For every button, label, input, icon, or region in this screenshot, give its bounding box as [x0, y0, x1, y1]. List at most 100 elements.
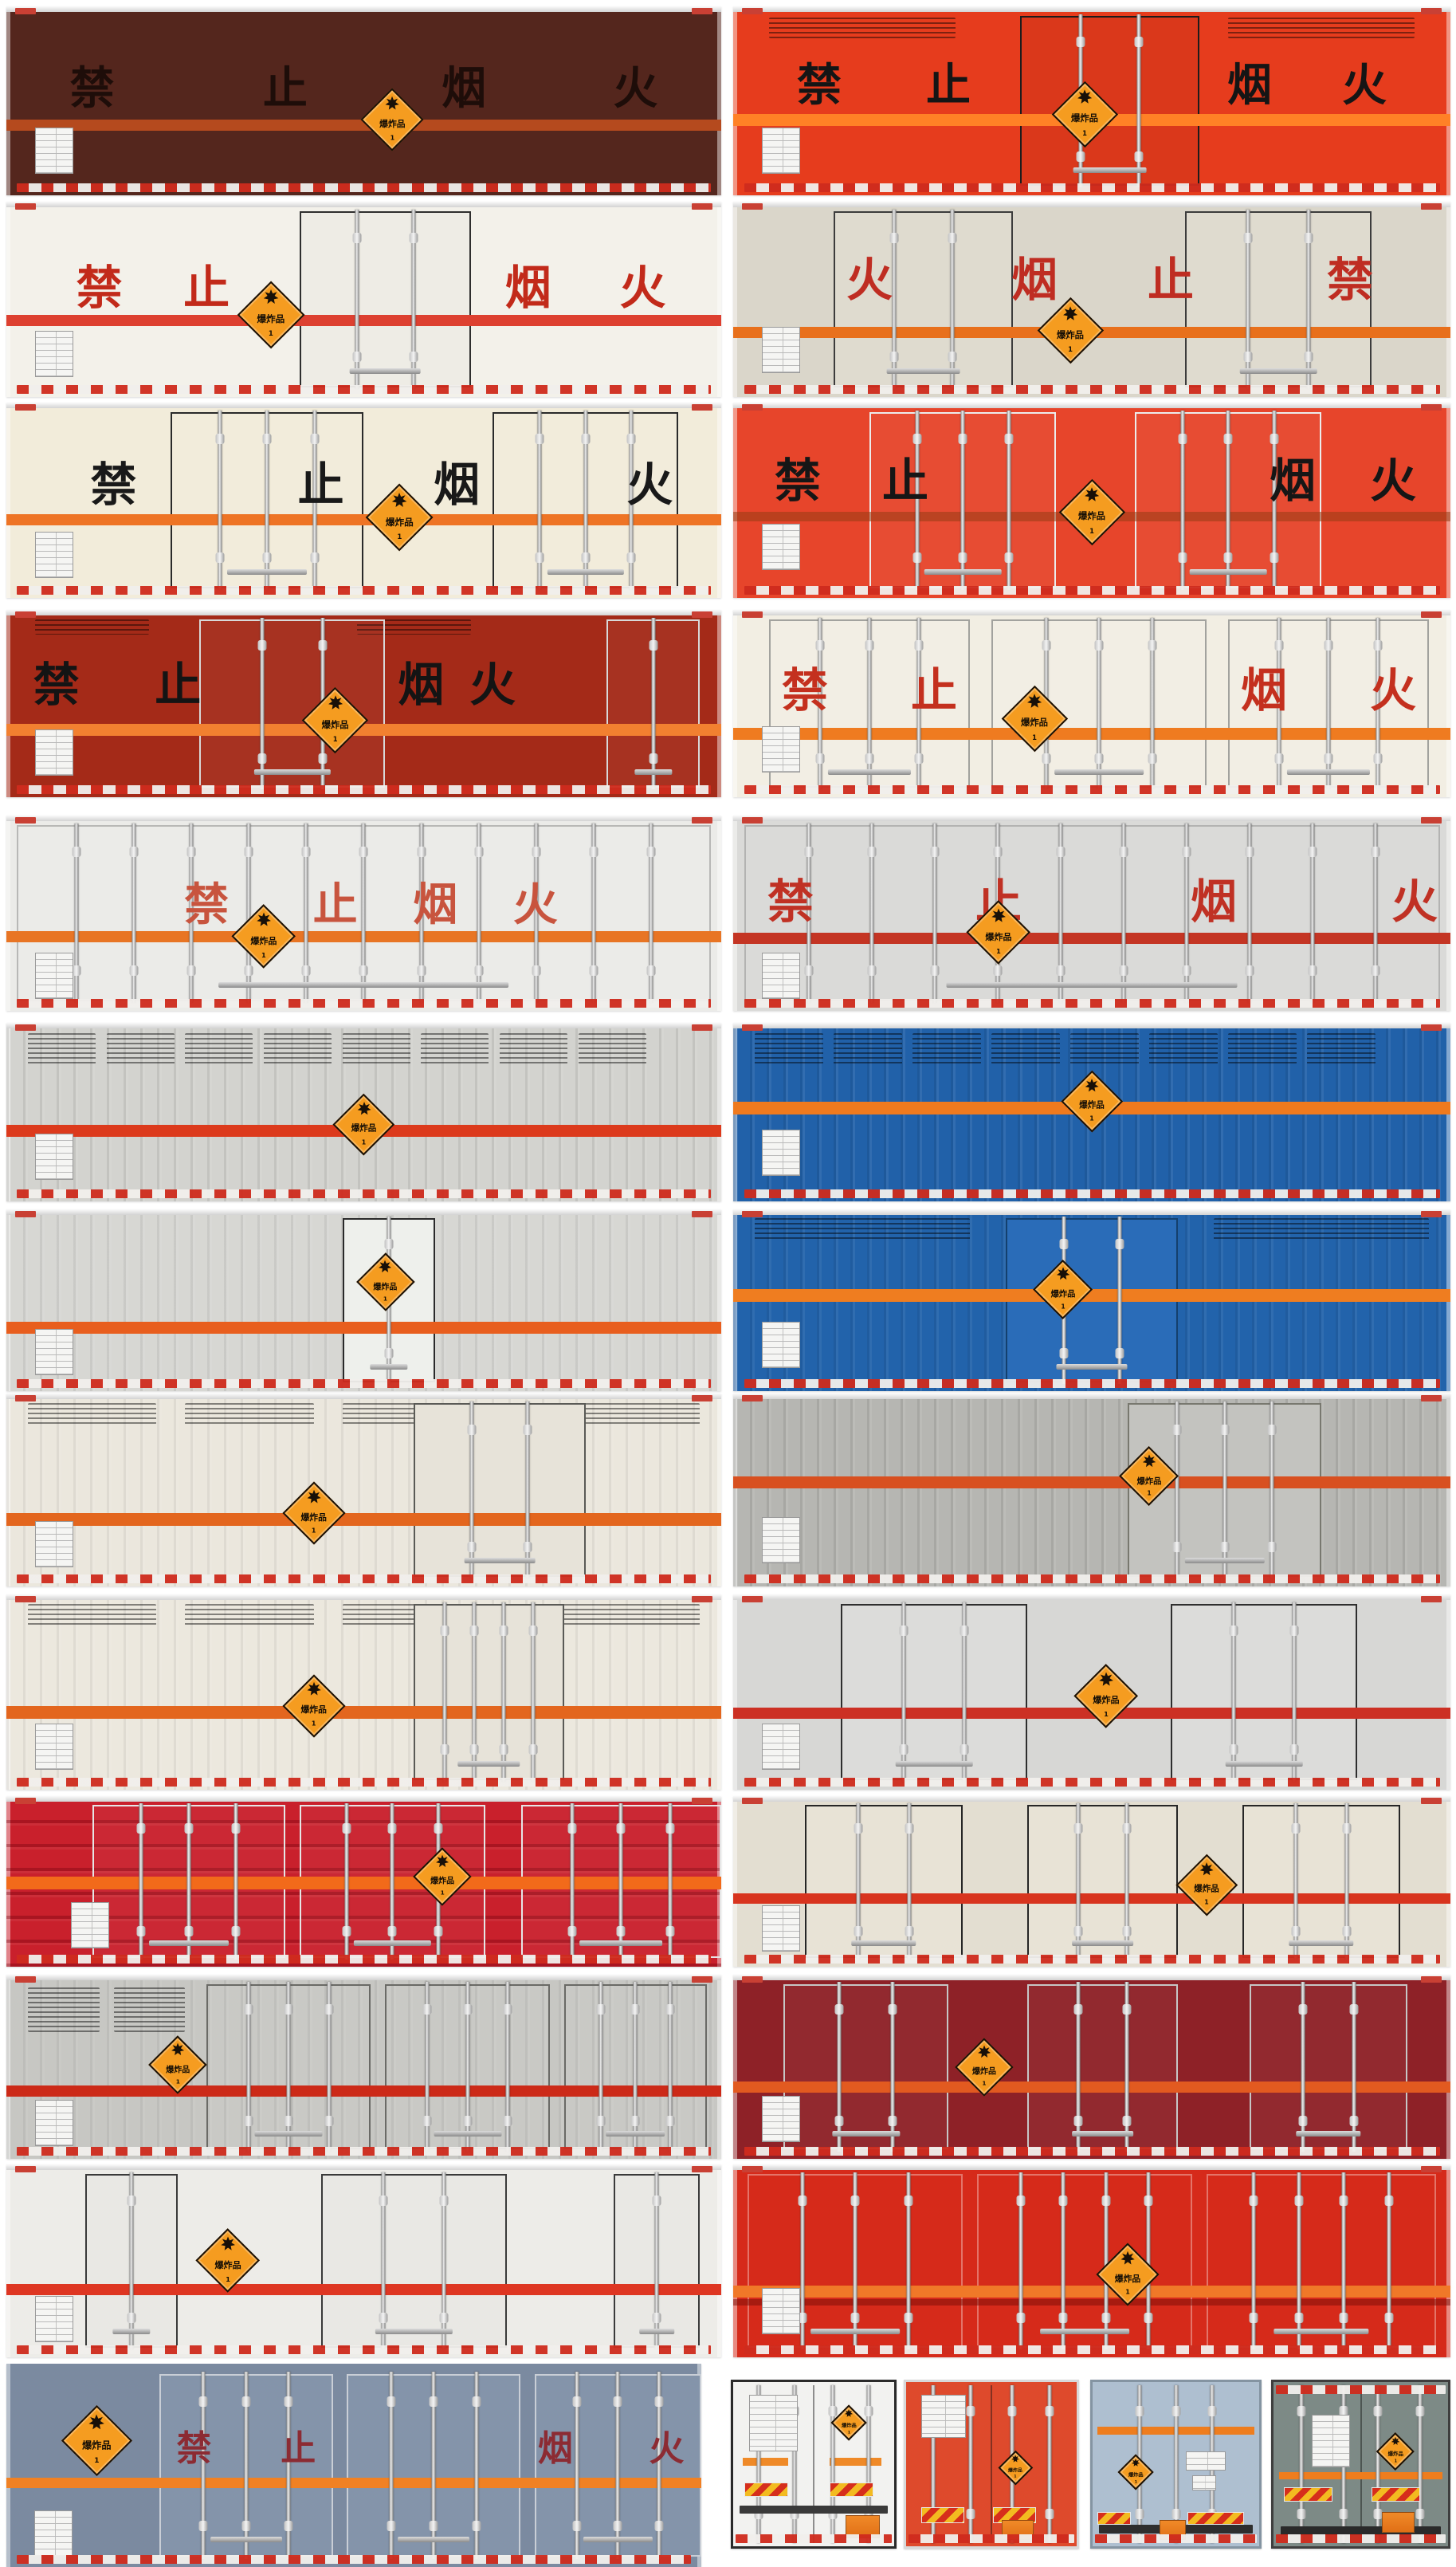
- cargo-door: [84, 2172, 179, 2350]
- truck-side-row9-left: 爆炸品 1: [6, 1594, 721, 1790]
- cargo-door: [414, 1401, 586, 1579]
- explosive-placard: 爆炸品 1: [282, 1674, 346, 1738]
- hazard-stripe: [830, 2457, 881, 2466]
- vent-louver: [912, 1033, 981, 1064]
- door-lock-rod: [572, 2372, 582, 2559]
- corrugation: [6, 1394, 721, 1586]
- roof-rail: [733, 6, 1450, 12]
- roof-rail: [733, 610, 1450, 615]
- roof-rail: [6, 202, 721, 207]
- vent-louver: [834, 1033, 902, 1064]
- cargo-door: [563, 1982, 708, 2152]
- door-latch: [634, 769, 673, 775]
- reflective-strip: [744, 2345, 1440, 2354]
- no-fire-marking-char: 禁: [781, 663, 829, 718]
- hazard-stripe: [6, 513, 721, 525]
- vehicle-info-plate: [762, 2287, 800, 2334]
- placard-label: 爆炸品: [1078, 510, 1105, 522]
- vehicle-info-plate: [34, 330, 73, 377]
- placard-class-number: 1: [1014, 2475, 1017, 2479]
- door-lock-rod: [646, 823, 656, 1004]
- door-lock-rod: [469, 1602, 479, 1783]
- door-lock-rod: [1122, 1982, 1132, 2152]
- truck-side-row3-left: 禁 止 烟 火爆炸品 1: [6, 403, 721, 598]
- door-latch: [1274, 2328, 1369, 2334]
- vehicle-info-plate: [762, 1516, 800, 1563]
- door-lock-rod: [581, 410, 591, 591]
- door-lock-rod: [257, 617, 267, 790]
- explosive-placard: 爆炸品 1: [61, 2405, 132, 2477]
- truck-side-row11-right: 爆炸品 1: [733, 1975, 1450, 2159]
- reflective-chevron-plate: [830, 2482, 873, 2498]
- reflective-chevron-plate: [744, 2482, 788, 2498]
- door-lock-rod: [804, 823, 813, 1004]
- placard-class-number: 1: [1104, 1710, 1109, 1719]
- door-lock-rod: [905, 1802, 914, 1960]
- vent-louver: [1307, 1033, 1376, 1064]
- door-lock-rod: [596, 1982, 605, 2152]
- door-lock-rod: [1298, 1982, 1308, 2152]
- placard-label: 爆炸品: [385, 516, 414, 528]
- placard-label: 爆炸品: [1128, 2472, 1144, 2479]
- door-lock-rod: [665, 1982, 675, 2152]
- placard-class-number: 1: [311, 1720, 316, 1728]
- explosion-icon: [1085, 487, 1100, 501]
- cargo-door: [869, 410, 1056, 591]
- cargo-door: [385, 1982, 550, 2152]
- no-fire-marking-char: 止: [262, 63, 308, 116]
- roof-rail: [733, 1594, 1450, 1600]
- door-lock-rod: [72, 823, 81, 1004]
- no-fire-marking-char: 止: [926, 59, 971, 112]
- door-latch: [1071, 2131, 1134, 2137]
- vent-louver: [769, 18, 956, 39]
- truck-side-row4-right: 禁 止 烟 火爆炸品 1: [733, 610, 1450, 797]
- vehicle-info-plate: [34, 729, 73, 776]
- corner-marker: [1421, 1798, 1442, 1804]
- door-lock-rod: [1415, 2385, 1425, 2543]
- placard-class-number: 1: [1068, 345, 1073, 354]
- door-latch: [1054, 769, 1144, 775]
- placard-label: 爆炸品: [250, 935, 277, 946]
- door-lock-rod: [960, 1602, 969, 1783]
- door-lock-rod: [1004, 410, 1013, 591]
- cargo-door: [744, 823, 1440, 1004]
- explosive-placard: 爆炸品 1: [1376, 2431, 1415, 2471]
- truck-side-row11-left: 爆炸品 1: [6, 1975, 721, 2159]
- reflective-strip: [17, 2555, 691, 2564]
- no-fire-marking-char: 禁: [797, 59, 842, 112]
- cargo-door: [977, 2172, 1192, 2350]
- door-lock-rod: [198, 2372, 208, 2559]
- roof-rail: [6, 6, 721, 12]
- hazard-stripe: [6, 2085, 721, 2097]
- cargo-door: [783, 1982, 948, 2152]
- cargo-door: [17, 823, 711, 1004]
- door-lock-rod: [1324, 617, 1333, 790]
- vehicle-info-plate: [1312, 2415, 1351, 2468]
- hazard-stripe: [6, 1876, 721, 1889]
- truck-side-row1-left: 禁 止 烟 火爆炸品 1: [6, 6, 721, 195]
- reflective-chevron-plate: [1371, 2486, 1420, 2502]
- cargo-door: [1020, 14, 1199, 188]
- cargo-door: [805, 1802, 963, 1960]
- placard-label: 爆炸品: [985, 931, 1012, 942]
- explosive-placard: 爆炸品 1: [237, 281, 305, 349]
- door-lock-rod: [1274, 617, 1284, 790]
- corner-marker: [741, 2166, 763, 2172]
- door-latch: [639, 2328, 675, 2334]
- door-lock-rod: [342, 1802, 351, 1960]
- reflective-strip: [17, 1189, 711, 1198]
- door-lock-rod: [417, 823, 426, 1004]
- truck-side-row12-left: 爆炸品 1: [6, 2164, 721, 2357]
- corner-marker: [741, 1798, 763, 1804]
- door-lock-rod: [244, 823, 253, 1004]
- door-lock-rod: [463, 1982, 473, 2152]
- roof-rail: [733, 1394, 1450, 1399]
- door-lock-rod: [567, 1802, 577, 1960]
- truck-side-row2-right: 火 烟 止 禁爆炸品 1: [733, 202, 1450, 397]
- corner-marker: [1421, 1976, 1442, 1983]
- placard-class-number: 1: [982, 2079, 987, 2087]
- door-latch: [253, 769, 331, 775]
- no-fire-marking-char: 火: [1342, 59, 1387, 112]
- door-latch: [579, 1940, 663, 1947]
- door-latch: [827, 769, 912, 775]
